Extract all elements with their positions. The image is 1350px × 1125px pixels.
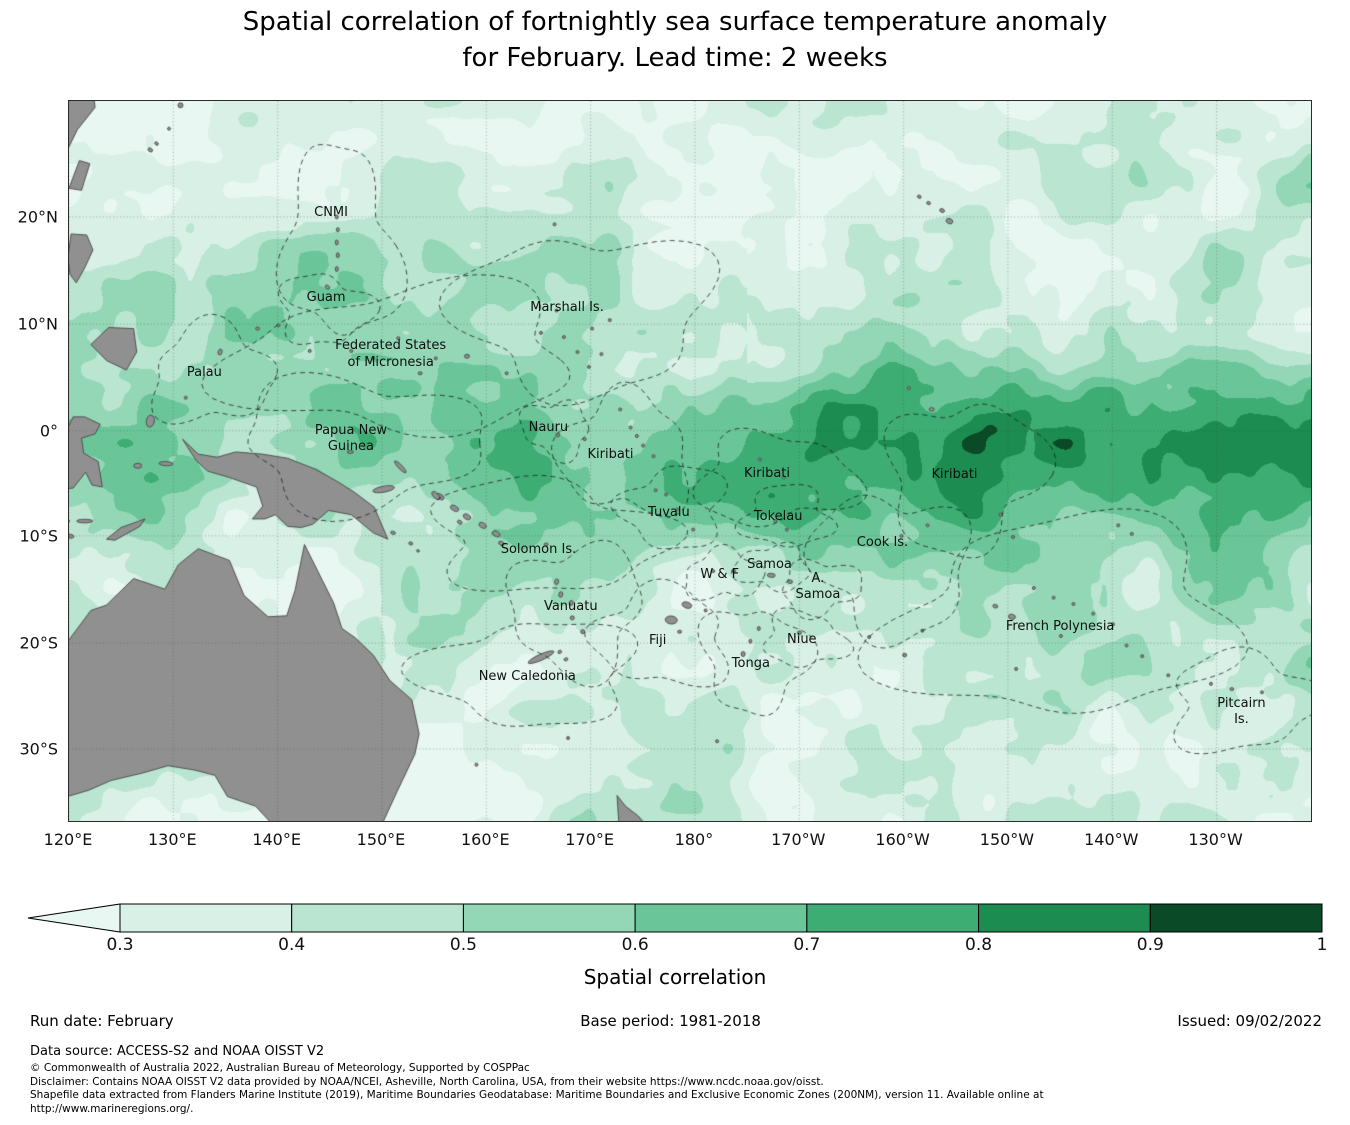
colorbar-tick-label: 0.8 [965,935,993,955]
region-label: Pitcairn Is. [1217,695,1266,727]
title-line-1: Spatial correlation of fortnightly sea s… [242,7,1108,37]
colorbar-tick-label: 0.5 [449,935,477,955]
region-label: Tuvalu [648,504,690,520]
fineprint: © Commonwealth of Australia 2022, Austra… [30,1062,1044,1117]
region-label: Tokelau [753,509,803,525]
region-label: Fiji [649,632,667,648]
sst-correlation-heatmap [69,101,1311,821]
y-tick-label: 0° [39,421,58,441]
region-label: Palau [186,365,222,381]
x-tick-label: 130°E [147,830,197,849]
region-label: A. Samoa [795,570,841,602]
colorbar-tick-label: 1 [1316,935,1328,955]
y-tick-label: 20°N [17,207,58,227]
disclaimer-line: Disclaimer: Contains NOAA OISST V2 data … [30,1075,824,1088]
region-label: W & F [700,566,740,582]
region-label: Cook Is. [856,534,909,550]
figure-title: Spatial correlation of fortnightly sea s… [0,4,1350,77]
y-tick-label: 30°S [19,739,58,759]
region-label: Vanuatu [543,599,598,615]
colorbar-tick-label: 0.9 [1136,935,1164,955]
colorbar-label: Spatial correlation [583,965,767,989]
x-axis: 120°E 130°E 140°E 150°E 160°E 170°E 180° 170°W 1… [44,830,1310,854]
region-label: Kiribati [743,465,791,481]
region-label: Kiribati [587,447,634,463]
y-tick-label: 10°S [19,526,58,546]
colorbar-tick-label: 0.4 [278,935,306,955]
x-tick-label: 130°W [1188,830,1243,849]
x-tick-label: 170°E [565,830,614,849]
region-label: Guam [306,290,346,306]
shapefile-credit-line: Shapefile data extracted from Flanders M… [30,1089,1044,1102]
y-tick-label: 10°N [17,314,58,334]
x-tick-label: 150°E [356,830,406,849]
colorbar-ticks: 0.3 0.4 0.5 0.6 0.7 0.8 0.9 1 [27,935,1327,959]
x-tick-label: 170°W [771,830,826,849]
region-label: Tonga [731,655,770,671]
region-label: Solomon Is. [500,542,577,558]
x-tick-label: 140°E [252,830,301,849]
x-tick-label: 140°W [1084,830,1139,849]
region-label: CNMI [314,205,348,221]
x-tick-label: 150°W [979,830,1035,849]
region-labels-layer: CNMI Guam Marshall Is. Federated States of … [69,101,1311,821]
run-date: Run date: February [30,1012,174,1030]
y-axis: 20°N 10°N 0° 10°S 20°S 30°S [0,101,58,821]
base-period: Base period: 1981-2018 [580,1012,761,1030]
colorbar-tick-label: 0.7 [793,935,821,955]
x-tick-label: 160°W [875,830,930,849]
region-label: Papua New Guinea [314,422,388,454]
x-tick-label: 160°E [460,830,510,849]
colorbar-tick-label: 0.3 [106,935,134,955]
region-label: Kiribati [931,466,978,482]
region-label: Samoa [747,556,792,572]
copyright-line: © Commonwealth of Australia 2022, Austra… [30,1062,530,1074]
region-label: French Polynesia [1005,619,1115,635]
region-label: New Caledonia [478,668,576,684]
y-tick-label: 20°S [19,633,58,653]
region-label: Federated States of Micronesia [335,338,447,370]
marineregions-url: http://www.marineregions.org/. [30,1102,194,1115]
colorbar-swatches [27,903,1323,933]
x-tick-label: 120°E [43,830,93,849]
x-tick-label: 180° [674,830,714,849]
title-line-2: for February. Lead time: 2 weeks [462,43,888,74]
region-label: Marshall Is. [530,300,604,316]
issued-date: Issued: 09/02/2022 [1177,1012,1322,1030]
region-label: Niue [786,632,817,648]
region-label: Nauru [528,419,569,435]
data-source: Data source: ACCESS-S2 and NOAA OISST V2 [30,1044,325,1059]
map-panel: CNMI Guam Marshall Is. Federated States of … [68,100,1312,822]
colorbar: 0.3 0.4 0.5 0.6 0.7 0.8 0.9 1 Spatial correlati… [27,903,1327,998]
colorbar-tick-label: 0.6 [621,935,649,955]
